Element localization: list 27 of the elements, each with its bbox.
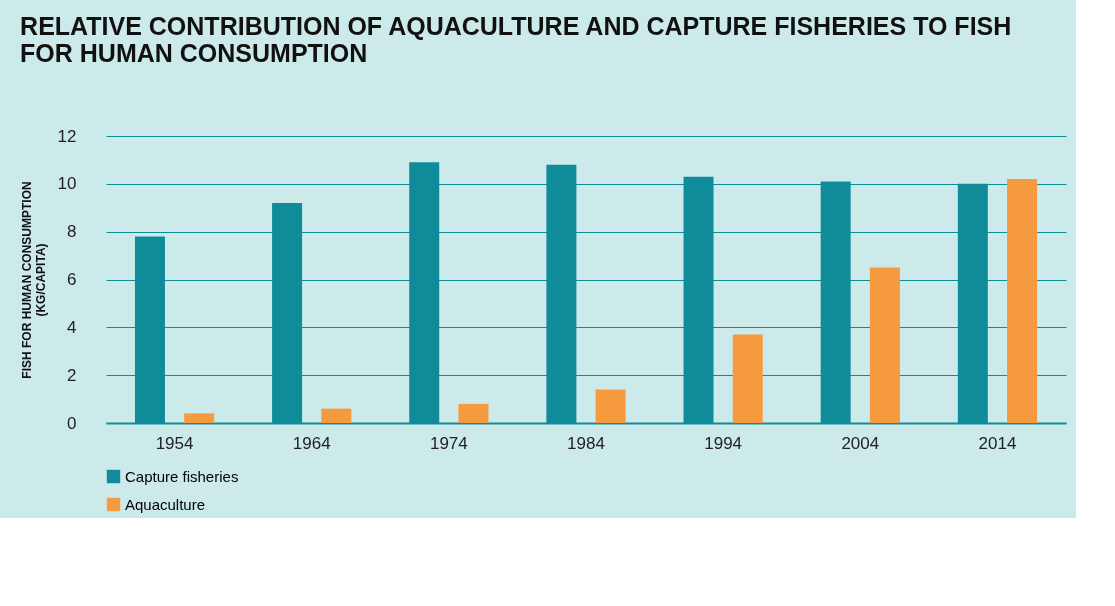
bar [321, 408, 352, 423]
y-tick-label: 2 [67, 365, 77, 385]
x-tick-label: 1974 [429, 433, 468, 453]
y-tick-label: 6 [67, 270, 77, 289]
bar [1007, 179, 1038, 423]
text: (KG/CAPITA) [33, 243, 48, 317]
bar [458, 403, 489, 423]
x-tick-label: 2014 [978, 433, 1017, 453]
x-tick-label: 1964 [292, 433, 331, 453]
y-tick-label: 10 [57, 174, 77, 194]
text: FOR HUMAN CONSUMPTION [20, 39, 368, 67]
bar [869, 267, 900, 423]
y-tick-label: 0 [67, 413, 77, 433]
bar [595, 389, 626, 423]
x-tick-label: 1984 [567, 433, 605, 453]
y-tick-label: 12 [57, 126, 77, 146]
y-tick-label: 8 [67, 222, 77, 242]
bar [732, 334, 763, 423]
x-tick-label: 1954 [155, 433, 194, 453]
legend-label: Aquaculture [125, 495, 206, 513]
x-tick-label: 1994 [704, 433, 743, 453]
text: RELATIVE CONTRIBUTION OF AQUACULTURE AND CAPTURE FISHERIES TO FISH [20, 12, 1012, 40]
y-tick-label: 4 [67, 317, 77, 337]
legend-label: Capture fisheries [125, 467, 239, 485]
x-tick-label: 2004 [841, 433, 880, 453]
text: FISH FOR HUMAN CONSUMPTION [19, 181, 34, 379]
bar [184, 413, 215, 423]
